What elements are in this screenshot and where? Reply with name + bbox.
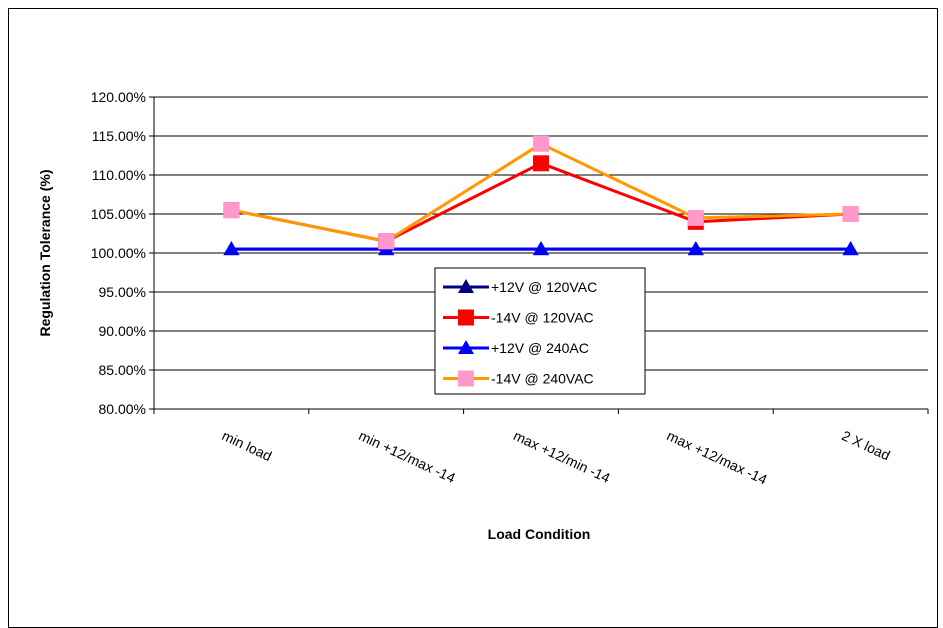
y-axis-title: Regulation Tolerance (%) xyxy=(37,170,53,337)
y-tick-label: 110.00% xyxy=(92,167,146,183)
x-axis-title: Load Condition xyxy=(488,526,591,542)
y-tick-labels: 80.00% 85.00% 90.00% 95.00% 100.00% 105.00% 11… xyxy=(91,89,146,417)
legend-marker xyxy=(458,279,474,293)
data-point xyxy=(533,155,549,172)
y-tick-label: 100.00% xyxy=(91,245,146,261)
y-tick-label: 95.00% xyxy=(99,284,146,300)
legend-label: +12V @ 120VAC xyxy=(491,279,597,295)
x-tick-label: min load xyxy=(220,427,275,464)
x-tick-label: 2 X load xyxy=(839,427,892,463)
legend-label: +12V @ 240AC xyxy=(491,340,589,356)
x-tick-label: min +12/max -14 xyxy=(356,427,458,486)
legend: +12V @ 120VAC -14V @ 120VAC +12V @ 240AC -1… xyxy=(434,267,646,395)
data-point xyxy=(687,209,704,226)
data-point xyxy=(378,233,395,250)
legend-marker xyxy=(458,340,474,354)
legend-marker xyxy=(458,309,474,326)
x-tick-label: max +12/max -14 xyxy=(665,427,770,487)
y-tick-label: 90.00% xyxy=(99,323,146,339)
legend-label: -14V @ 240VAC xyxy=(491,371,594,387)
legend-label: -14V @ 120VAC xyxy=(491,310,594,326)
y-tick-label: 85.00% xyxy=(99,362,146,378)
axes xyxy=(149,96,929,414)
data-point xyxy=(842,241,859,256)
data-point xyxy=(223,241,240,256)
x-tick-label: max +12/min -14 xyxy=(511,427,613,486)
data-point xyxy=(223,202,240,219)
data-point xyxy=(533,241,549,256)
y-tick-label: 120.00% xyxy=(91,89,146,105)
legend-marker xyxy=(458,370,474,387)
y-tick-label: 80.00% xyxy=(99,401,146,417)
data-point xyxy=(842,206,859,222)
data-point xyxy=(533,135,549,152)
y-tick-label: 105.00% xyxy=(91,206,146,222)
data-point xyxy=(687,241,704,256)
series-markers xyxy=(223,135,859,256)
x-tick-labels: min load min +12/max -14 max +12/min -14 ma… xyxy=(220,427,893,487)
y-tick-label: 115.00% xyxy=(92,128,146,144)
